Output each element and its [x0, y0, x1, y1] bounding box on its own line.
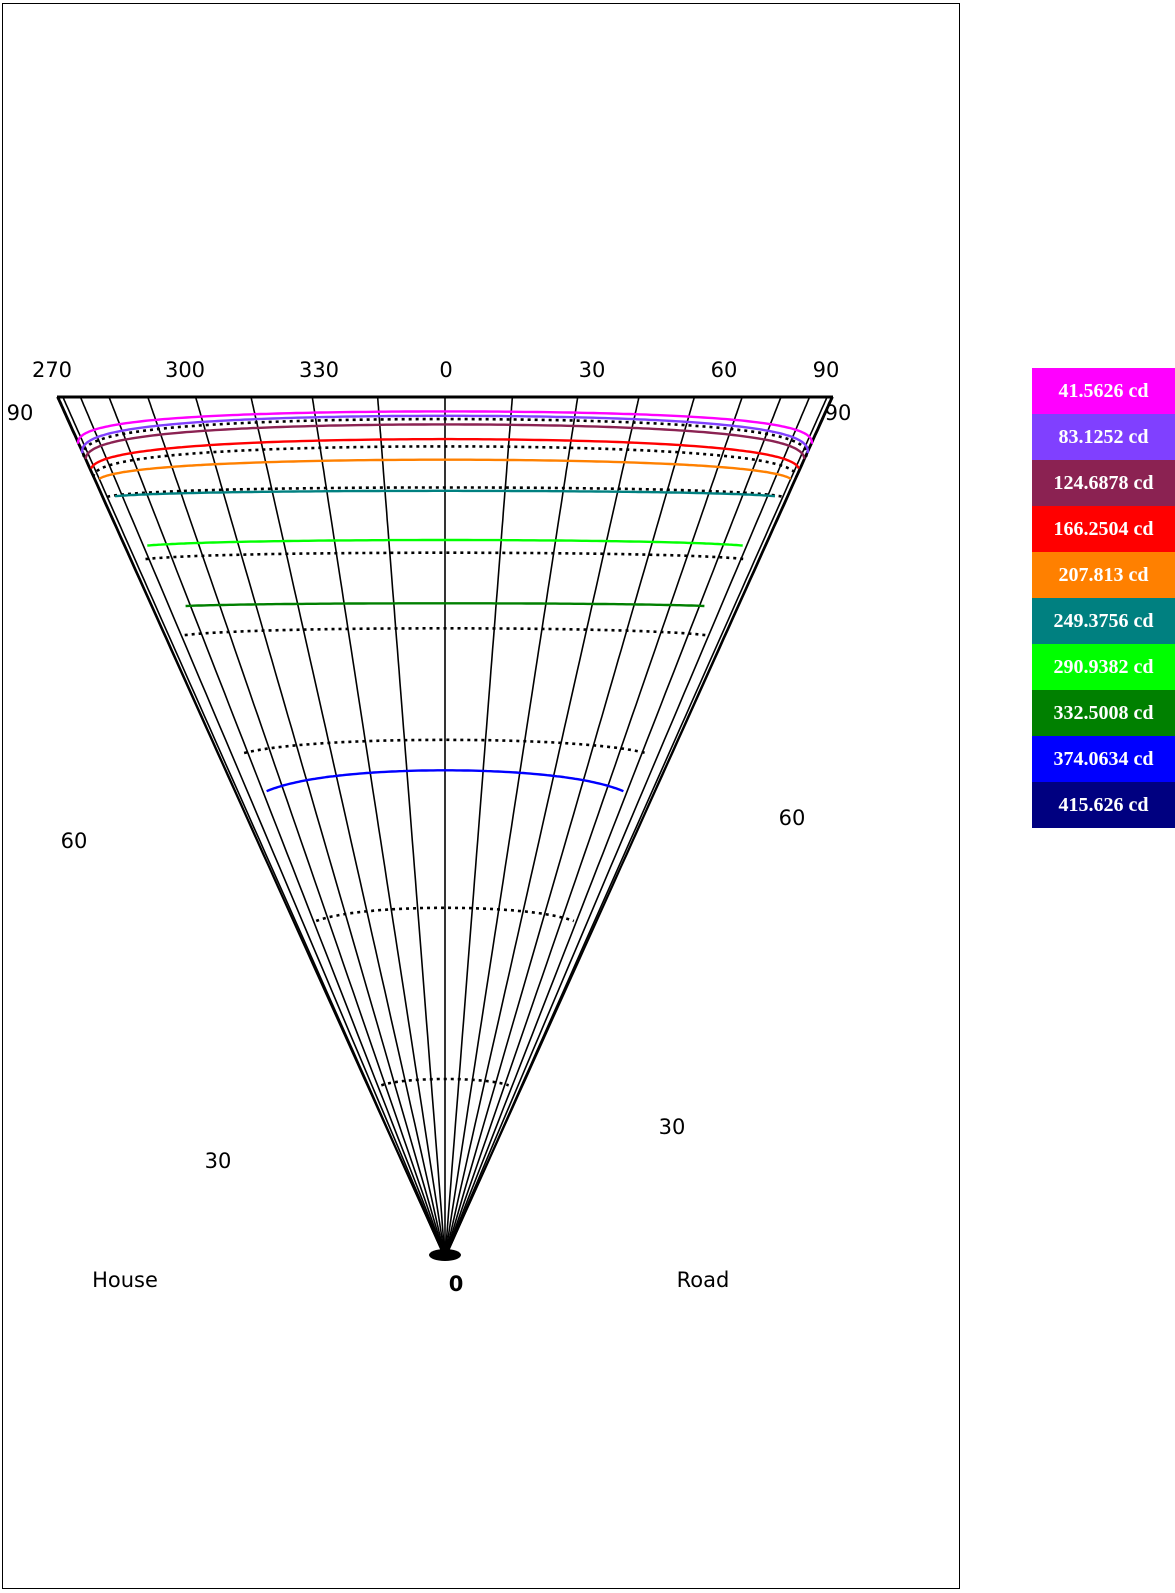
- isocandela-contour: [76, 410, 814, 444]
- meridian-line: [444, 396, 696, 1259]
- tick-label-60: 60: [711, 358, 738, 382]
- legend-item-9: 374.0634 cd: [1032, 736, 1175, 782]
- reference-contour: [184, 627, 706, 637]
- tick-label-0: 0: [439, 358, 452, 382]
- meridian-line: [250, 396, 446, 1259]
- legend-item-5: 207.813 cd: [1032, 552, 1175, 598]
- reference-contour: [380, 1077, 510, 1087]
- meridian-line: [79, 396, 446, 1259]
- legend-item-1: 41.5626 cd: [1032, 368, 1175, 414]
- meridian-line: [444, 396, 782, 1259]
- meridian-line: [444, 396, 833, 1259]
- reference-contour: [145, 551, 745, 561]
- isocandela-contour: [90, 437, 800, 469]
- meridian-line: [194, 396, 446, 1259]
- gamma-label-left-30: 30: [205, 1149, 232, 1173]
- house-label: House: [92, 1268, 158, 1292]
- gamma-label-left-60: 60: [61, 829, 88, 853]
- isocandela-contour: [185, 602, 705, 608]
- legend-item-7: 290.9382 cd: [1032, 644, 1175, 690]
- gamma-label-right-60: 60: [779, 806, 806, 830]
- meridian-line: [376, 396, 446, 1259]
- meridian-line: [57, 396, 446, 1259]
- tick-label-30: 30: [579, 358, 606, 382]
- legend-item-10: 415.626 cd: [1032, 782, 1175, 828]
- meridian-line: [108, 396, 446, 1259]
- legend-item-6: 249.3756 cd: [1032, 598, 1175, 644]
- tick-label-330: 330: [299, 358, 339, 382]
- tick-label-90: 90: [813, 358, 840, 382]
- tick-label-270: 270: [32, 358, 72, 382]
- road-label: Road: [677, 1268, 730, 1292]
- gamma-label-right-30: 30: [659, 1115, 686, 1139]
- meridian-line: [444, 396, 514, 1259]
- reference-contour: [82, 417, 808, 457]
- isocandela-contour: [266, 769, 624, 793]
- legend-item-2: 83.1252 cd: [1032, 414, 1175, 460]
- meridian-line: [444, 396, 828, 1259]
- legend-item-4: 166.2504 cd: [1032, 506, 1175, 552]
- reference-contour: [106, 486, 784, 499]
- legend-item-3: 124.6878 cd: [1032, 460, 1175, 506]
- corner-label-top-left: 90: [7, 401, 34, 425]
- meridian-line: [444, 396, 640, 1259]
- corner-label-top-right: 90: [825, 401, 852, 425]
- nadir-point: [429, 1249, 461, 1261]
- isocandela-contour: [84, 423, 806, 459]
- isocandela-chart: 270 300 330 0 30 60 90 90 90 60 60 30 30…: [7, 358, 852, 1296]
- isocandela-contour: [98, 458, 792, 480]
- meridian-line: [444, 396, 811, 1259]
- isocandela-contour: [80, 414, 810, 454]
- reference-contour: [243, 738, 647, 755]
- meridian-line: [62, 396, 446, 1259]
- isocandela-contour: [147, 538, 743, 547]
- tick-label-300: 300: [165, 358, 205, 382]
- isocandela-contours: [76, 410, 814, 793]
- isocandela-contour: [114, 489, 776, 498]
- reference-contour: [92, 445, 798, 477]
- legend: 41.5626 cd 83.1252 cd 124.6878 cd 166.25…: [1032, 368, 1175, 828]
- legend-item-8: 332.5008 cd: [1032, 690, 1175, 736]
- reference-contours: [82, 417, 808, 1087]
- gamma-label-bottom-0: 0: [449, 1272, 464, 1296]
- grid-layer: [56, 395, 834, 1261]
